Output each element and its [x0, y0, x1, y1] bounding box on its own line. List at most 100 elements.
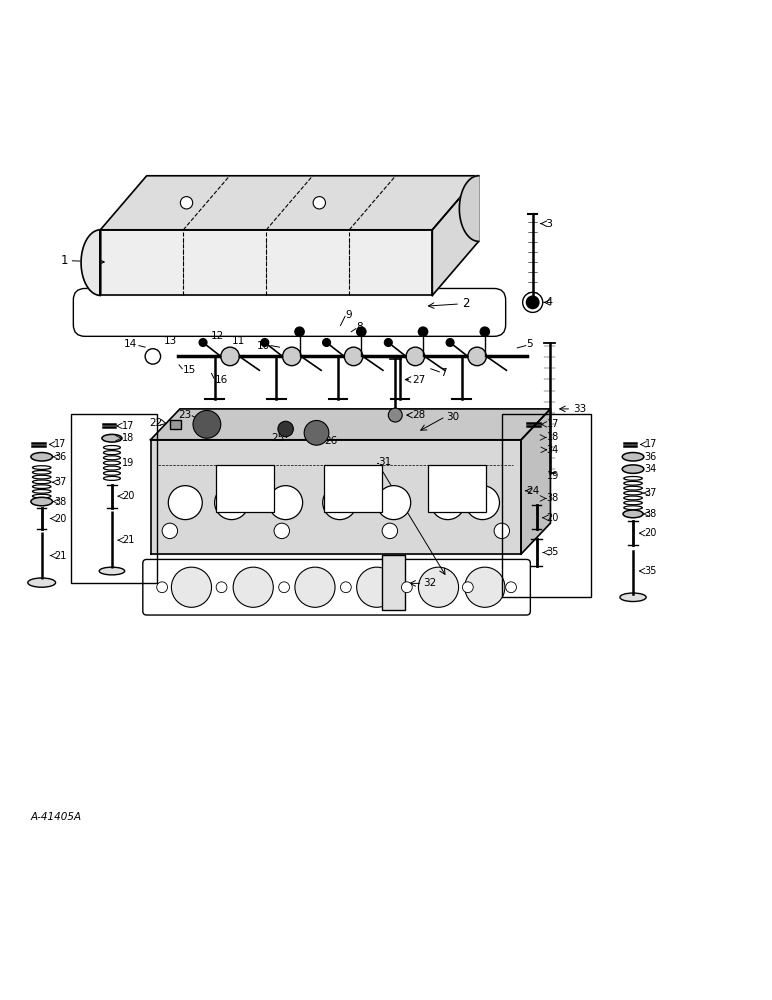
Circle shape — [480, 327, 489, 336]
Text: 17: 17 — [122, 421, 134, 431]
Text: 33: 33 — [573, 404, 586, 414]
Circle shape — [168, 486, 202, 520]
Ellipse shape — [526, 446, 547, 454]
Text: 1: 1 — [60, 254, 68, 267]
Circle shape — [494, 523, 510, 539]
Ellipse shape — [99, 567, 125, 575]
Circle shape — [446, 339, 454, 346]
FancyBboxPatch shape — [143, 559, 530, 615]
Text: 37: 37 — [645, 488, 657, 498]
Text: 36: 36 — [645, 452, 657, 462]
Circle shape — [384, 339, 392, 346]
Circle shape — [468, 347, 486, 366]
Text: 14: 14 — [124, 339, 137, 349]
Circle shape — [295, 327, 304, 336]
Circle shape — [295, 567, 335, 607]
Text: 18: 18 — [122, 433, 134, 443]
Ellipse shape — [31, 497, 52, 506]
Circle shape — [269, 486, 303, 520]
Circle shape — [221, 347, 239, 366]
Circle shape — [323, 486, 357, 520]
Circle shape — [401, 582, 412, 593]
Circle shape — [382, 523, 398, 539]
Circle shape — [162, 523, 178, 539]
Bar — [324, 465, 382, 512]
Text: 10: 10 — [257, 341, 270, 351]
Polygon shape — [521, 409, 550, 554]
Text: 34: 34 — [645, 464, 657, 474]
Circle shape — [357, 327, 366, 336]
Text: 38: 38 — [54, 497, 66, 507]
Text: 11: 11 — [232, 336, 245, 346]
Text: 37: 37 — [54, 477, 66, 487]
Ellipse shape — [527, 495, 547, 502]
Text: 17: 17 — [54, 439, 66, 449]
FancyBboxPatch shape — [73, 288, 506, 336]
Text: 30: 30 — [446, 412, 459, 422]
Text: 3: 3 — [545, 219, 552, 229]
Text: 17: 17 — [645, 439, 657, 449]
Circle shape — [233, 567, 273, 607]
Text: 19: 19 — [547, 471, 559, 481]
Text: 23: 23 — [178, 410, 191, 420]
Text: 31: 31 — [378, 457, 391, 467]
Circle shape — [279, 582, 290, 593]
Text: 24: 24 — [527, 486, 540, 496]
Circle shape — [526, 295, 540, 309]
Text: 36: 36 — [54, 452, 66, 462]
Circle shape — [157, 582, 168, 593]
Bar — [502, 414, 591, 597]
Polygon shape — [81, 230, 100, 295]
Text: 7: 7 — [440, 368, 447, 378]
Bar — [216, 465, 274, 512]
Polygon shape — [151, 409, 550, 440]
Bar — [170, 420, 181, 429]
Circle shape — [466, 486, 499, 520]
Polygon shape — [151, 440, 521, 554]
Circle shape — [215, 486, 249, 520]
Polygon shape — [100, 176, 479, 230]
Text: 38: 38 — [645, 509, 657, 519]
Text: 21: 21 — [122, 535, 134, 545]
Ellipse shape — [623, 510, 643, 518]
Ellipse shape — [622, 465, 644, 473]
Ellipse shape — [622, 453, 644, 461]
Text: 8: 8 — [357, 322, 364, 332]
Text: 16: 16 — [215, 375, 228, 385]
Text: 20: 20 — [645, 528, 657, 538]
Text: 35: 35 — [547, 547, 559, 557]
Circle shape — [344, 347, 363, 366]
Circle shape — [323, 339, 330, 346]
Text: 17: 17 — [547, 419, 559, 429]
Circle shape — [261, 339, 269, 346]
Bar — [382, 555, 405, 610]
Circle shape — [199, 339, 207, 346]
Text: A-41405A: A-41405A — [31, 812, 82, 822]
Circle shape — [283, 347, 301, 366]
Text: 5: 5 — [527, 339, 533, 349]
Circle shape — [418, 567, 459, 607]
Text: 9: 9 — [346, 310, 353, 320]
Bar — [71, 414, 157, 583]
Ellipse shape — [102, 434, 122, 442]
Circle shape — [193, 410, 221, 438]
Ellipse shape — [28, 578, 56, 587]
Text: 12: 12 — [211, 331, 224, 341]
Text: 4: 4 — [545, 297, 552, 307]
Circle shape — [388, 408, 402, 422]
Circle shape — [216, 582, 227, 593]
Circle shape — [506, 582, 516, 593]
Circle shape — [274, 523, 290, 539]
Circle shape — [357, 567, 397, 607]
Polygon shape — [100, 230, 432, 295]
Bar — [428, 465, 486, 512]
Text: 34: 34 — [547, 445, 559, 455]
Circle shape — [278, 421, 293, 437]
Circle shape — [431, 486, 465, 520]
Circle shape — [465, 567, 505, 607]
Text: 26: 26 — [324, 436, 337, 446]
Circle shape — [406, 347, 425, 366]
Text: 25: 25 — [271, 433, 285, 443]
Text: 20: 20 — [54, 514, 66, 524]
Polygon shape — [432, 176, 479, 295]
